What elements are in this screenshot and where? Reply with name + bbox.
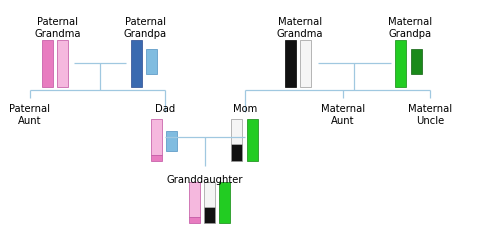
Bar — [146, 49, 156, 74]
Bar — [57, 40, 68, 87]
Bar — [410, 49, 422, 74]
Text: Paternal
Grandma: Paternal Grandma — [34, 17, 81, 39]
Text: Maternal
Grandpa: Maternal Grandpa — [388, 17, 432, 39]
Bar — [150, 119, 162, 155]
Text: Granddaughter: Granddaughter — [167, 175, 243, 185]
Text: Maternal
Uncle: Maternal Uncle — [408, 104, 452, 126]
Text: Mom: Mom — [233, 104, 257, 114]
Bar — [284, 40, 296, 87]
Bar — [204, 207, 214, 223]
Text: Paternal
Aunt: Paternal Aunt — [10, 104, 50, 126]
Text: Maternal
Aunt: Maternal Aunt — [321, 104, 365, 126]
Bar — [150, 155, 162, 161]
Text: Maternal
Grandma: Maternal Grandma — [277, 17, 323, 39]
Bar — [247, 119, 258, 161]
Bar — [204, 182, 214, 207]
Text: Paternal
Grandpa: Paternal Grandpa — [124, 17, 166, 39]
Bar — [232, 119, 242, 144]
Text: Dad: Dad — [155, 104, 175, 114]
Bar — [188, 182, 200, 217]
Bar — [300, 40, 310, 87]
Bar — [166, 131, 177, 152]
Bar — [394, 40, 406, 87]
Bar — [232, 144, 242, 161]
Bar — [218, 182, 230, 223]
Bar — [130, 40, 141, 87]
Bar — [42, 40, 53, 87]
Bar — [188, 217, 200, 223]
